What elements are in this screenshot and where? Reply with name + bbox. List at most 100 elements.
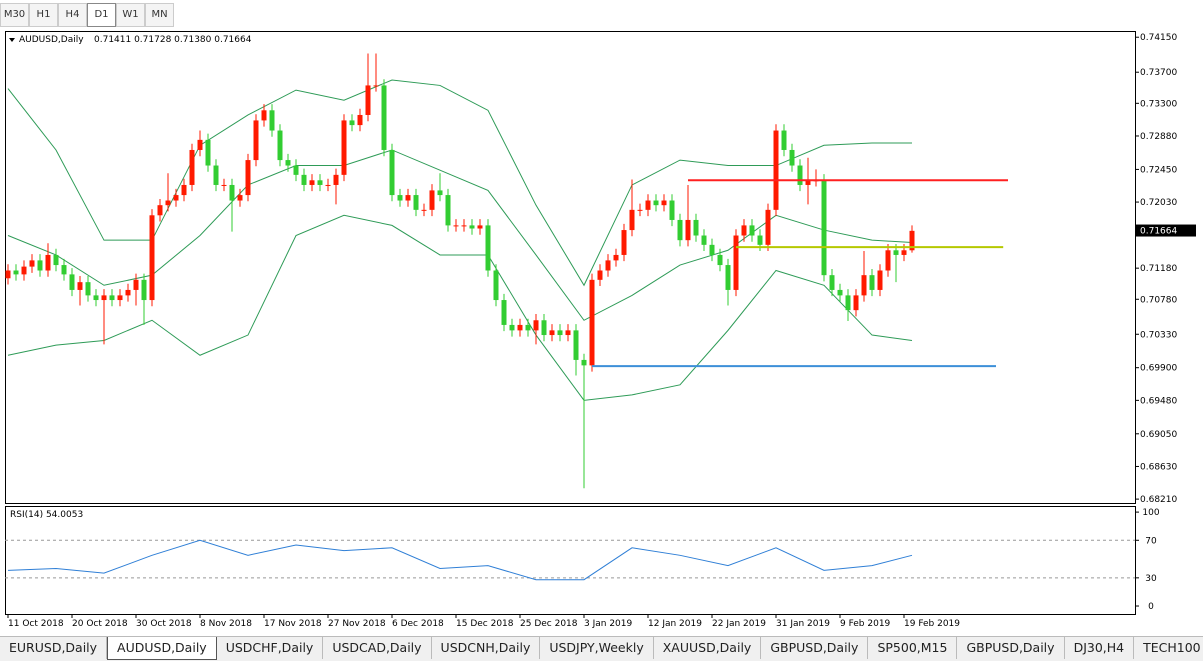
candle-body	[125, 289, 131, 296]
candle-body	[253, 120, 259, 161]
chart-tab[interactable]: GBPUSD,Daily	[957, 637, 1065, 659]
candle-body	[477, 225, 483, 229]
candle-body	[429, 190, 435, 210]
candle-body	[829, 275, 835, 290]
candle-body	[21, 266, 27, 275]
candle-body	[565, 330, 571, 336]
chart-bg	[0, 29, 1203, 634]
candle-body	[645, 200, 651, 210]
candle-body	[613, 254, 619, 261]
timeframe-button[interactable]: M30	[0, 3, 29, 27]
last-price-label: 0.71664	[1140, 227, 1177, 237]
candle-body	[685, 219, 691, 241]
candle-body	[845, 295, 851, 311]
candle-body	[717, 254, 723, 266]
chart-tab[interactable]: TECH100	[1134, 637, 1203, 659]
candle-body	[37, 260, 43, 271]
candle-body	[333, 174, 339, 185]
candle-body	[301, 174, 307, 185]
x-tick-label: 25 Dec 2018	[520, 619, 578, 629]
candle-body	[517, 324, 523, 331]
candle-body	[349, 120, 355, 126]
candle-body	[589, 279, 595, 366]
rsi-tick-label: 0	[1148, 602, 1154, 612]
chart-tab[interactable]: GBPUSD,Daily	[761, 637, 869, 659]
x-tick-label: 9 Feb 2019	[840, 619, 891, 629]
candle-body	[861, 275, 867, 296]
candle-body	[701, 235, 707, 245]
candle-body	[605, 260, 611, 271]
candle-body	[789, 149, 795, 166]
candle-body	[157, 205, 163, 216]
candle-body	[149, 215, 155, 301]
candle-body	[309, 180, 315, 185]
timeframe-button[interactable]: H4	[58, 3, 87, 27]
candle-body	[549, 330, 555, 336]
candle-body	[173, 195, 179, 201]
candle-body	[405, 195, 411, 201]
y-tick-label: 0.68210	[1140, 495, 1177, 505]
candle-body	[317, 180, 323, 185]
candle-body	[749, 225, 755, 236]
chart-tab[interactable]: SP500,M15	[868, 637, 958, 659]
candle-body	[341, 120, 347, 175]
candle-body	[661, 200, 667, 206]
x-tick-label: 31 Jan 2019	[776, 619, 830, 629]
candle-body	[373, 85, 379, 87]
candle-body	[285, 160, 291, 166]
candle-body	[893, 250, 899, 255]
candle-body	[325, 184, 331, 186]
candle-body	[581, 359, 587, 366]
chart-tab[interactable]: EURUSD,Daily	[0, 637, 108, 659]
timeframe-button[interactable]: H1	[29, 3, 58, 27]
y-tick-label: 0.72880	[1140, 132, 1177, 142]
tab-bar: EURUSD,Daily AUDUSD,Daily USDCHF,Daily USDC…	[0, 636, 1203, 661]
x-tick-label: 3 Jan 2019	[584, 619, 632, 629]
bollinger-lower	[7, 214, 913, 401]
candle-body	[221, 184, 227, 186]
candle-body	[901, 250, 907, 255]
chart-tab[interactable]: USDJPY,Weekly	[540, 637, 654, 659]
chart-tab[interactable]: USDCNH,Daily	[432, 637, 541, 659]
candle-body	[557, 330, 563, 336]
chart-tab[interactable]: AUDUSD,Daily	[107, 637, 217, 660]
candle-body	[733, 235, 739, 290]
candle-body	[101, 295, 107, 301]
candle-body	[29, 260, 35, 267]
candle-body	[53, 254, 59, 266]
candle-body	[413, 195, 419, 210]
y-tick-label: 0.68630	[1140, 462, 1177, 472]
candle-body	[245, 160, 251, 196]
candle-body	[765, 209, 771, 245]
x-tick-label: 27 Nov 2018	[328, 619, 386, 629]
timeframe-button[interactable]: D1	[87, 3, 116, 27]
candle-body	[741, 225, 747, 236]
y-tick-label: 0.71180	[1140, 264, 1177, 274]
y-tick-label: 0.72450	[1140, 165, 1177, 175]
chart-tab[interactable]: XAUUSD,Daily	[654, 637, 762, 659]
chart-tab[interactable]: DJ30,H4	[1065, 637, 1135, 659]
menu-icon	[9, 38, 15, 42]
candle-body	[165, 200, 171, 206]
y-tick-label: 0.70330	[1140, 330, 1177, 340]
candle-body	[781, 130, 787, 150]
x-tick-label: 30 Oct 2018	[136, 619, 192, 629]
timeframe-button[interactable]: W1	[116, 3, 145, 27]
x-tick-label: 15 Dec 2018	[456, 619, 514, 629]
candle-body	[421, 209, 427, 211]
chart-tab[interactable]: USDCHF,Daily	[217, 637, 324, 659]
x-tick-label: 20 Oct 2018	[72, 619, 128, 629]
candle-body	[437, 190, 443, 196]
candle-body	[397, 195, 403, 201]
candle-body	[493, 270, 499, 301]
chart-tab[interactable]: USDCAD,Daily	[323, 637, 432, 659]
candle-body	[237, 195, 243, 201]
candle-body	[261, 110, 267, 121]
y-tick-label: 0.72030	[1140, 198, 1177, 208]
candle-body	[821, 180, 827, 276]
candle-body	[669, 200, 675, 220]
candle-body	[213, 165, 219, 185]
candle-body	[541, 320, 547, 336]
timeframe-button[interactable]: MN	[145, 3, 174, 27]
candle-body	[229, 184, 235, 201]
